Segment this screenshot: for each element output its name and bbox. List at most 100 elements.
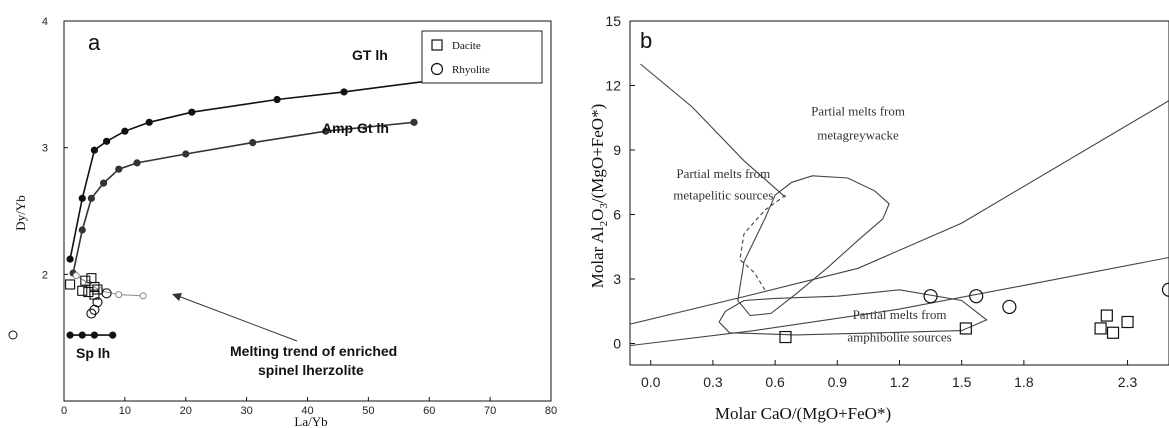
chart-a-x-tick-label: 50: [362, 405, 374, 417]
series-point-1: [410, 118, 418, 126]
field-label: amphibolite sources: [847, 329, 951, 344]
series-point-0: [273, 95, 281, 104]
field-label: metapelitic sources: [673, 187, 773, 202]
y-label-sub-2: 2: [598, 221, 610, 227]
dacite-point: [1100, 309, 1113, 322]
series-point-3: [139, 292, 147, 300]
metapelitic-boundary: [739, 194, 786, 291]
series-point-0: [78, 194, 86, 202]
series-point-0: [145, 118, 153, 126]
series-point-1: [115, 165, 123, 173]
chart-a-x-tick-label: 70: [484, 405, 496, 417]
y-label-part-1: Molar Al: [588, 226, 607, 288]
chart-a-x-tick-label: 20: [180, 405, 192, 417]
label-gt-lh: GT lh: [352, 47, 388, 63]
rhyolite-point: [1002, 299, 1017, 315]
chart-b-y-tick-label: 3: [613, 271, 621, 287]
label-melting-trend-line1: Melting trend of enriched: [230, 343, 397, 359]
chart-b-x-ticks: 0.0 0.3 0.6 0.9 1.2 1.5 1.8 2.3: [641, 360, 1137, 390]
chart-b-y-ticks: 0 3 6 9 12 15: [605, 13, 635, 352]
series-point-2: [90, 331, 99, 339]
series-point-1: [87, 194, 95, 202]
chart-b: b Molar CaO/(MgO+FeO*) Molar Al2O3/(MgO+…: [588, 13, 1169, 423]
chart-b-y-tick-label: 12: [605, 78, 621, 94]
metagreywacke-field: [737, 175, 890, 317]
chart-b-y-tick-label: 9: [613, 142, 621, 158]
series-point-0: [340, 88, 348, 96]
chart-b-x-tick-label: 1.5: [952, 374, 972, 390]
field-label: Partial melts from: [811, 104, 905, 119]
chart-b-x-tick-label: 0.6: [765, 374, 785, 390]
dacite-point: [83, 287, 94, 298]
chart-b-y-tick-label: 15: [605, 13, 621, 29]
chart-b-x-tick-label: 0.3: [703, 374, 723, 390]
field-label: Partial melts from: [853, 307, 947, 322]
chart-a-x-tick-label: 30: [241, 405, 253, 417]
chart-a-y-tick-label: 3: [42, 143, 48, 155]
chart-b-field-labels: Partial melts from metagreywacke Partial m…: [673, 104, 951, 345]
series-point-0: [188, 108, 196, 116]
chart-a: a La/Yb Dy/Yb 0 10 20 30 40 50 60 70 80 2 3 4 GT l…: [8, 16, 557, 428]
boundary-line-2: [629, 256, 1169, 347]
chart-a-panel-label: a: [88, 30, 101, 55]
series-point-1: [322, 127, 330, 135]
chart-a-y-ticks: 2 3 4: [42, 16, 68, 281]
chart-b-y-axis-label: Molar Al2O3/(MgO+FeO*): [588, 104, 610, 288]
series-point-0: [103, 137, 111, 145]
rhyolite-point: [101, 288, 112, 299]
rhyolite-point: [92, 297, 103, 308]
legend-dacite-label: Dacite: [452, 40, 481, 52]
y-label-part-5: /(MgO+FeO*): [588, 104, 607, 203]
melting-trend-arrow-head: [172, 293, 182, 301]
label-melting-trend-line2: spinel lherzolite: [258, 362, 364, 378]
chart-a-x-tick-label: 0: [61, 405, 67, 417]
chart-a-x-ticks: 0 10 20 30 40 50 60 70 80: [61, 397, 557, 417]
y-label-part-3: O: [588, 209, 607, 221]
chart-a-x-axis-label: La/Yb: [294, 414, 327, 428]
chart-b-points: [779, 282, 1169, 344]
legend-rhyolite-marker: [430, 62, 444, 76]
series-point-3: [72, 272, 80, 280]
field-label: Partial melts from: [676, 166, 770, 181]
chart-b-x-tick-label: 1.8: [1014, 374, 1034, 390]
legend-dacite-marker: [431, 39, 443, 51]
series-point-0: [66, 255, 74, 263]
chart-a-y-tick-label: 4: [42, 16, 48, 28]
chart-a-legend: Dacite Rhyolite: [421, 30, 543, 84]
series-point-1: [249, 139, 257, 147]
series-point-2: [109, 331, 117, 339]
dacite-point: [1106, 326, 1120, 339]
chart-b-x-tick-label: 2.3: [1118, 374, 1138, 390]
y-label-sub-4: 3: [598, 203, 610, 209]
chart-a-y-tick-label: 2: [42, 269, 48, 281]
chart-b-x-tick-label: 0.9: [828, 374, 848, 390]
label-sp-lh: Sp lh: [76, 345, 110, 361]
series-point-1: [133, 159, 141, 167]
dacite-point: [1094, 322, 1107, 335]
series-point-1: [182, 150, 190, 158]
label-amp-gt-lh: Amp Gt lh: [322, 120, 389, 136]
chart-a-legend-box: [421, 30, 543, 84]
field-label: metagreywacke: [817, 127, 899, 142]
series-point-2: [66, 331, 74, 339]
chart-a-x-tick-label: 80: [545, 405, 557, 417]
boundary-line-0: [640, 63, 786, 198]
chart-b-x-tick-label: 0.0: [641, 374, 661, 390]
dacite-point: [65, 279, 76, 290]
chart-b-x-axis-label: Molar CaO/(MgO+FeO*): [715, 404, 891, 423]
series-point-1: [99, 179, 108, 187]
melting-trend-arrow-line: [177, 295, 298, 342]
rhyolite-point: [923, 289, 938, 304]
series-point-1: [78, 226, 86, 234]
dacite-point: [779, 330, 792, 344]
dacite-point: [89, 281, 100, 293]
dacite-point: [80, 275, 91, 286]
stray-circle-mark: [8, 330, 18, 340]
chart-a-x-tick-label: 60: [423, 405, 435, 417]
series-line-0: [69, 78, 442, 260]
chart-b-y-tick-label: 6: [613, 207, 621, 223]
dacite-point: [77, 285, 88, 296]
chart-a-x-tick-label: 10: [119, 405, 131, 417]
boundary-line-1: [629, 100, 1169, 325]
